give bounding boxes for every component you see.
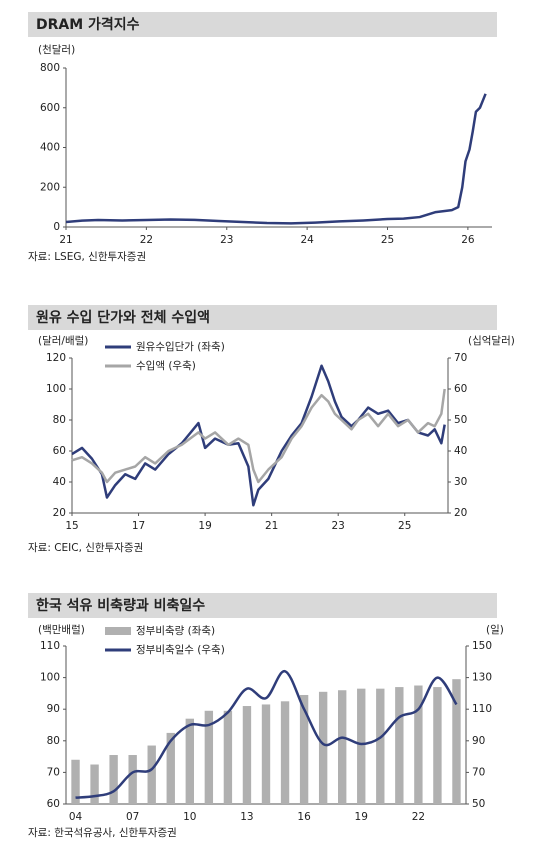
bar	[109, 755, 118, 804]
x-tick-label: 23	[332, 520, 345, 532]
line	[71, 364, 446, 507]
x-tick-label: 17	[132, 520, 145, 532]
chart-title: 한국 석유 비축량과 비축일수	[36, 598, 205, 614]
x-tick-label: 16	[297, 811, 311, 823]
bar	[357, 688, 366, 804]
bar	[452, 679, 461, 804]
source: 자료: LSEG, 신한투자증권	[28, 251, 146, 263]
y-tick-label: 80	[53, 414, 66, 426]
legend-swatch	[105, 627, 131, 635]
y-tick-label: 40	[53, 476, 66, 488]
x-tick-label: 22	[412, 811, 425, 823]
y-axis-unit: (백만배럴)	[38, 623, 85, 636]
chart-title: 원유 수입 단가와 전체 수입액	[36, 309, 210, 326]
bar	[395, 687, 404, 804]
x-tick-label: 19	[198, 520, 211, 532]
x-tick-label: 25	[381, 234, 394, 246]
bar	[299, 694, 309, 804]
bar	[204, 710, 214, 804]
line	[71, 388, 446, 484]
y-tick-label: 70	[47, 766, 60, 778]
x-tick-label: 25	[398, 520, 411, 532]
y-tick-label: 80	[47, 735, 60, 747]
y-axis-unit: (달러/배럴)	[38, 334, 88, 347]
x-tick-label: 15	[65, 520, 78, 532]
bar	[223, 710, 233, 804]
x-tick-label: 21	[265, 520, 278, 532]
y2-tick-label: 40	[454, 445, 467, 457]
y-tick-label: 0	[53, 221, 60, 233]
y-tick-label: 60	[47, 798, 60, 810]
y2-tick-label: 50	[472, 798, 485, 810]
y-tick-label: 600	[40, 102, 60, 114]
line	[65, 93, 487, 225]
y2-tick-label: 50	[454, 414, 467, 426]
x-tick-label: 24	[300, 234, 314, 246]
x-tick-label: 19	[355, 811, 368, 823]
x-tick-label: 04	[69, 811, 83, 823]
bar	[280, 701, 290, 804]
bar	[338, 690, 347, 804]
legend-label: 원유수입단가 (좌축)	[136, 340, 225, 353]
bar	[414, 685, 423, 804]
y2-tick-label: 30	[454, 476, 467, 488]
x-tick-label: 26	[461, 234, 475, 246]
y-tick-label: 100	[46, 383, 66, 395]
y2-tick-label: 70	[472, 766, 485, 778]
y2-tick-label: 130	[472, 672, 492, 684]
bar	[128, 755, 137, 804]
bar	[242, 706, 252, 804]
x-tick-label: 21	[59, 234, 72, 246]
y-tick-label: 120	[46, 352, 66, 364]
y2-tick-label: 20	[454, 507, 467, 519]
y-tick-label: 110	[40, 640, 60, 652]
legend-label: 정부비축량 (좌축)	[136, 625, 215, 637]
legend-label: 정부비축일수 (우축)	[136, 643, 225, 656]
y-tick-label: 60	[53, 445, 66, 457]
bar	[261, 704, 271, 804]
y2-tick-label: 70	[454, 352, 467, 364]
line	[75, 670, 458, 799]
x-tick-label: 07	[126, 811, 139, 823]
bar	[376, 688, 385, 804]
header-bar	[28, 12, 497, 37]
legend-label: 수입액 (우축)	[136, 359, 196, 372]
source: 자료: 한국석유공사, 신한투자증권	[28, 827, 177, 839]
bar	[147, 745, 156, 804]
x-tick-label: 23	[220, 234, 233, 246]
y-axis-unit: (천달러)	[38, 44, 75, 56]
y-tick-label: 90	[47, 703, 60, 715]
y-tick-label: 400	[40, 142, 60, 154]
y2-tick-label: 90	[472, 735, 485, 747]
bar	[185, 718, 194, 804]
y2-axis-unit: (일)	[486, 623, 504, 636]
y-tick-label: 100	[40, 672, 60, 684]
y2-axis-unit: (십억달러)	[468, 335, 515, 347]
bar	[318, 691, 328, 804]
y2-tick-label: 60	[454, 383, 467, 395]
chart-title: DRAM 가격지수	[36, 16, 140, 33]
bar	[433, 687, 442, 804]
y-tick-label: 800	[40, 62, 60, 74]
y2-tick-label: 150	[472, 640, 492, 652]
bar	[71, 759, 80, 804]
y2-tick-label: 110	[472, 703, 492, 715]
bar	[166, 732, 175, 804]
header-bar	[28, 593, 497, 618]
x-tick-label: 10	[183, 811, 196, 823]
y-tick-label: 200	[40, 181, 60, 193]
x-tick-label: 13	[240, 811, 253, 823]
x-tick-label: 22	[140, 234, 153, 246]
source: 자료: CEIC, 신한투자증권	[28, 542, 143, 554]
bar	[90, 764, 99, 804]
header-bar	[28, 305, 497, 330]
y-tick-label: 20	[53, 507, 66, 519]
